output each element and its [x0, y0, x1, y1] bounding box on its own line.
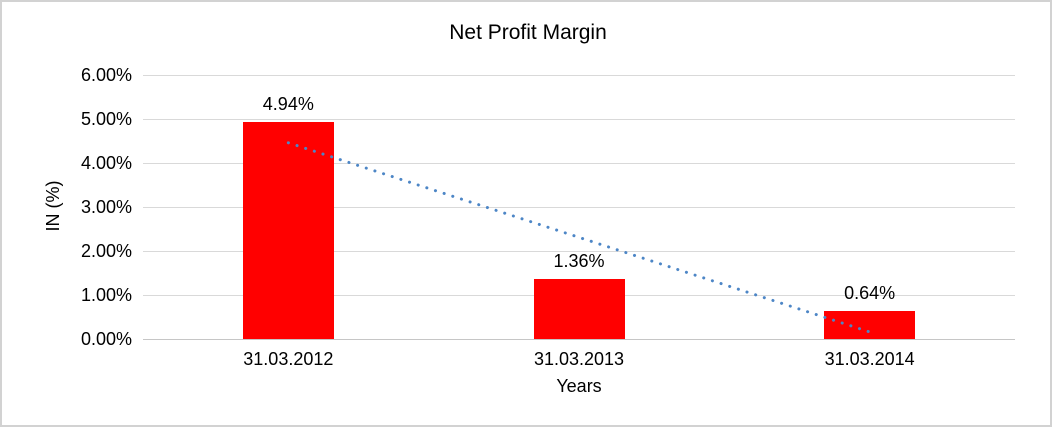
bar-31.03.2012 — [242, 121, 334, 339]
bar-value-label: 1.36% — [553, 251, 605, 272]
x-tick-label: 31.03.2014 — [824, 349, 915, 369]
y-tick-label: 2.00% — [80, 241, 132, 261]
x-tick-label: 31.03.2013 — [533, 349, 625, 369]
bar-31.03.2014 — [824, 310, 916, 339]
y-tick-label: 1.00% — [80, 285, 132, 305]
y-tick-label: 4.00% — [80, 153, 132, 173]
y-tick-label: 0.00% — [80, 329, 132, 349]
bar-value-label: 4.94% — [262, 93, 314, 114]
x-axis-title: Years — [556, 376, 602, 396]
bar-value-label: 0.64% — [844, 282, 896, 303]
y-tick-label: 6.00% — [80, 65, 132, 85]
gridline — [143, 119, 1015, 120]
y-tick-label: 3.00% — [80, 197, 132, 217]
gridline — [143, 75, 1015, 76]
x-tick-label: 31.03.2012 — [243, 349, 334, 369]
bar-31.03.2013 — [533, 279, 625, 339]
gridline — [143, 339, 1015, 340]
y-tick-label: 5.00% — [80, 109, 132, 129]
chart-title: Net Profit Margin — [449, 21, 607, 44]
